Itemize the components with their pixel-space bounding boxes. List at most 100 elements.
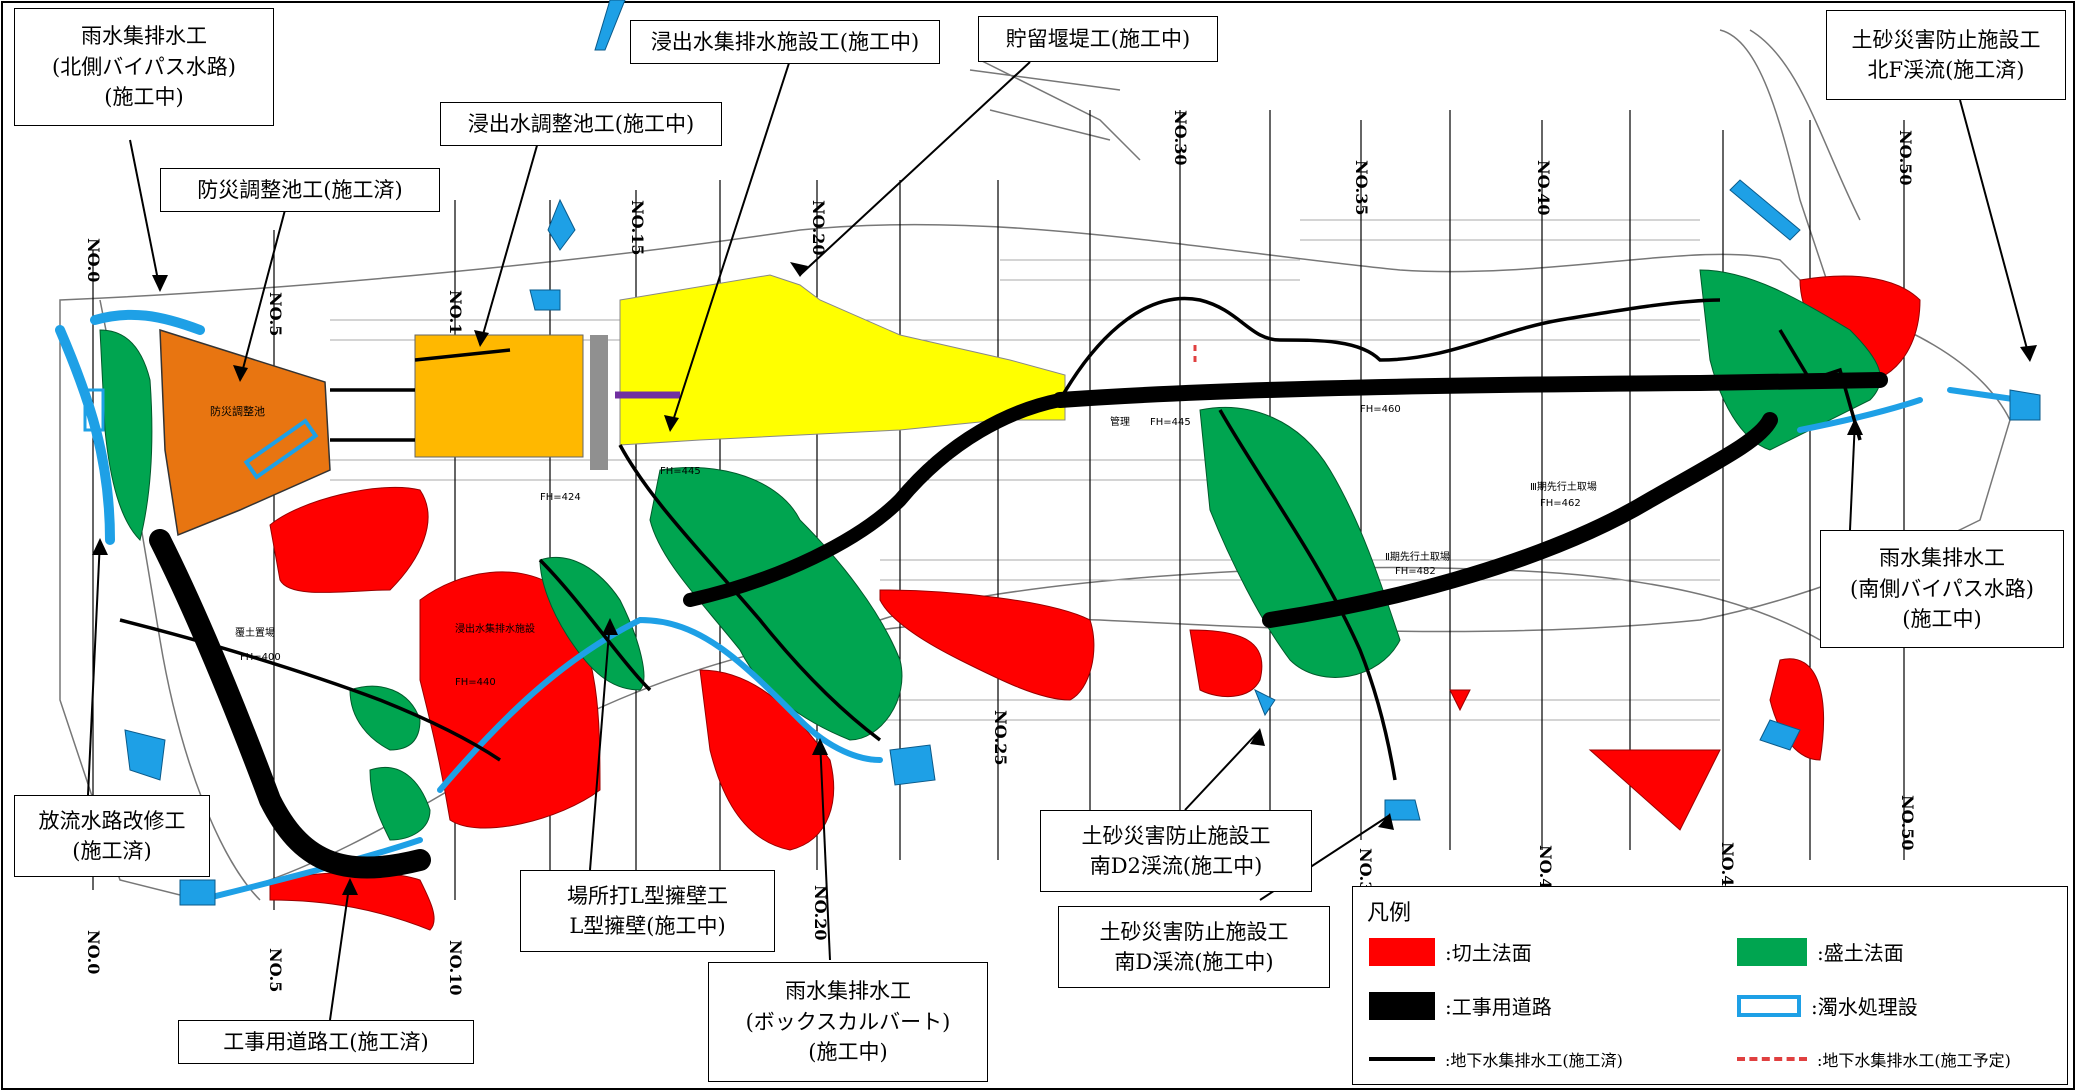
construction-roads [149,372,1888,879]
callout-line: (南側バイパス水路) [1850,576,2034,601]
callout-line: 雨水集排水工 [81,24,207,49]
basin [1254,688,1276,717]
basin [124,729,166,781]
callout-north-f: 土砂災害防止施設工 北F渓流(施工済) [1826,10,2066,100]
leader-lines [87,59,2031,1021]
callout-line: (施工中) [1902,607,1982,632]
box-culvert [437,616,883,793]
callout-chozen: 貯留堰堤工(施工中) [978,16,1218,62]
north-bypass [90,309,205,335]
legend-drain-done: :地下水集排水工(施工済) [1369,1047,1623,1071]
legend-road: :工事用道路 [1369,991,1552,1020]
callout-box: 雨水集排水工 (ボックスカルバート) (施工中) [708,962,988,1082]
basin [2009,389,2041,421]
callout-line: (北側バイパス水路) [52,54,236,79]
station-label: NO.15 [628,200,647,255]
callout-line: 場所打L型擁壁工 [567,883,728,908]
drain-done-swatch [1369,1057,1435,1061]
callout-line: 浸出水調整池工(施工中) [467,111,695,136]
legend-cut-label: :切土法面 [1445,941,1532,965]
map-label: 浸出水集排水施設 [455,622,535,635]
fill-slope [369,766,431,841]
station-label: NO.40 [1534,160,1553,215]
cut-slope [1189,629,1263,698]
legend-treat-label: :濁水処理設 [1811,995,1918,1019]
station-label: NO.20 [809,200,828,255]
callout-shinshutsu-chosei: 浸出水調整池工(施工中) [440,102,722,146]
callout-line: 放流水路改修工 [38,808,186,833]
station-label: NO.50 [1898,795,1917,850]
station-label: NO.25 [991,710,1010,765]
legend-road-label: :工事用道路 [1445,995,1552,1019]
basin [1384,799,1421,821]
callout-line: (施工中) [104,85,184,110]
station-label: NO.20 [811,885,830,940]
cut-slope [269,872,435,931]
callout-line: 貯留堰堤工(施工中) [1005,26,1191,51]
treatment-facility [243,418,319,480]
road-main [149,529,431,879]
sedimentation-basins [124,0,2041,906]
south-bypass [1797,397,1923,433]
map-label: FH=462 [1540,498,1581,509]
station-label: NO.0 [84,238,103,282]
fill-slope [649,466,903,741]
box-culvert-lower [197,837,423,903]
legend-drain-plan-label: :地下水集排水工(施工予定) [1817,1051,2011,1070]
north-f-channel [1947,387,2023,403]
road-swatch [1369,991,1435,1020]
cut-slope [1449,689,1471,712]
callout-line: L型擁壁(施工中) [569,914,726,938]
map-label: FH=445 [1150,417,1191,428]
leader-arrows [92,262,2037,895]
callout-koji-road: 工事用道路工(施工済) [178,1020,474,1064]
map-label: Ⅲ期先行土取場 [1530,480,1597,493]
callout-line: (ボックスカルバート) [745,1009,951,1034]
callout-south-d2: 土砂災害防止施設工 南D2渓流(施工中) [1040,810,1312,892]
callout-line: (施工中) [808,1040,888,1065]
groundwater-drains [119,296,1862,781]
callout-line: 雨水集排水工 [1879,546,2005,571]
callout-line: 北F渓流(施工済) [1867,58,2025,82]
legend-drain-plan: :地下水集排水工(施工予定) [1737,1047,2011,1071]
basin [1759,719,1801,751]
callout-l-wall: 場所打L型擁壁工 L型擁壁(施工中) [520,870,775,952]
fill-swatch [1737,937,1807,966]
callout-line: 工事用道路工(施工済) [223,1029,429,1054]
basin [594,0,626,51]
basin [547,198,576,251]
callout-line: 土砂災害防止施設工 [1851,27,2041,52]
station-label: NO.10 [446,940,465,995]
basin [1729,179,1801,241]
callout-line: 土砂災害防止施設工 [1081,823,1271,848]
map-label: FH=445 [660,466,701,477]
station-label: NO.50 [1896,130,1915,185]
fill-slope [349,685,421,751]
basin [179,879,216,906]
bousai-pond [159,328,331,537]
callout-shinshutsu-shisetsu: 浸出水集排水施設工(施工中) [630,20,940,64]
callout-bousai: 防災調整池工(施工済) [160,168,440,212]
callout-line: 南D渓流(施工中) [1114,950,1274,974]
callout-line: 雨水集排水工 [785,979,911,1004]
station-label: NO.30 [1171,110,1190,165]
basin [529,289,561,311]
grey-band [590,335,608,470]
road-mid [683,393,1067,607]
callout-rain-south: 雨水集排水工 (南側バイパス水路) (施工中) [1820,530,2064,648]
map-label: FH=482 [1395,566,1436,577]
station-label: NO.0 [84,930,103,974]
map-label: 覆土置場 [235,626,275,639]
cut-slope [269,486,429,593]
map-annotations: FH=445 FH=445 FH=424 FH=440 FH=400 覆土置場 … [235,404,1597,688]
callout-line: 南D2渓流(施工中) [1089,854,1263,878]
legend-fill: :盛土法面 [1737,937,1904,966]
station-label: NO.45 [1718,842,1737,897]
cut-slope [879,589,1095,701]
road-east [1262,412,1778,628]
legend-drain-done-label: :地下水集排水工(施工済) [1445,1051,1623,1070]
road-upper [1052,372,1888,408]
fill-slopes [99,269,1881,841]
